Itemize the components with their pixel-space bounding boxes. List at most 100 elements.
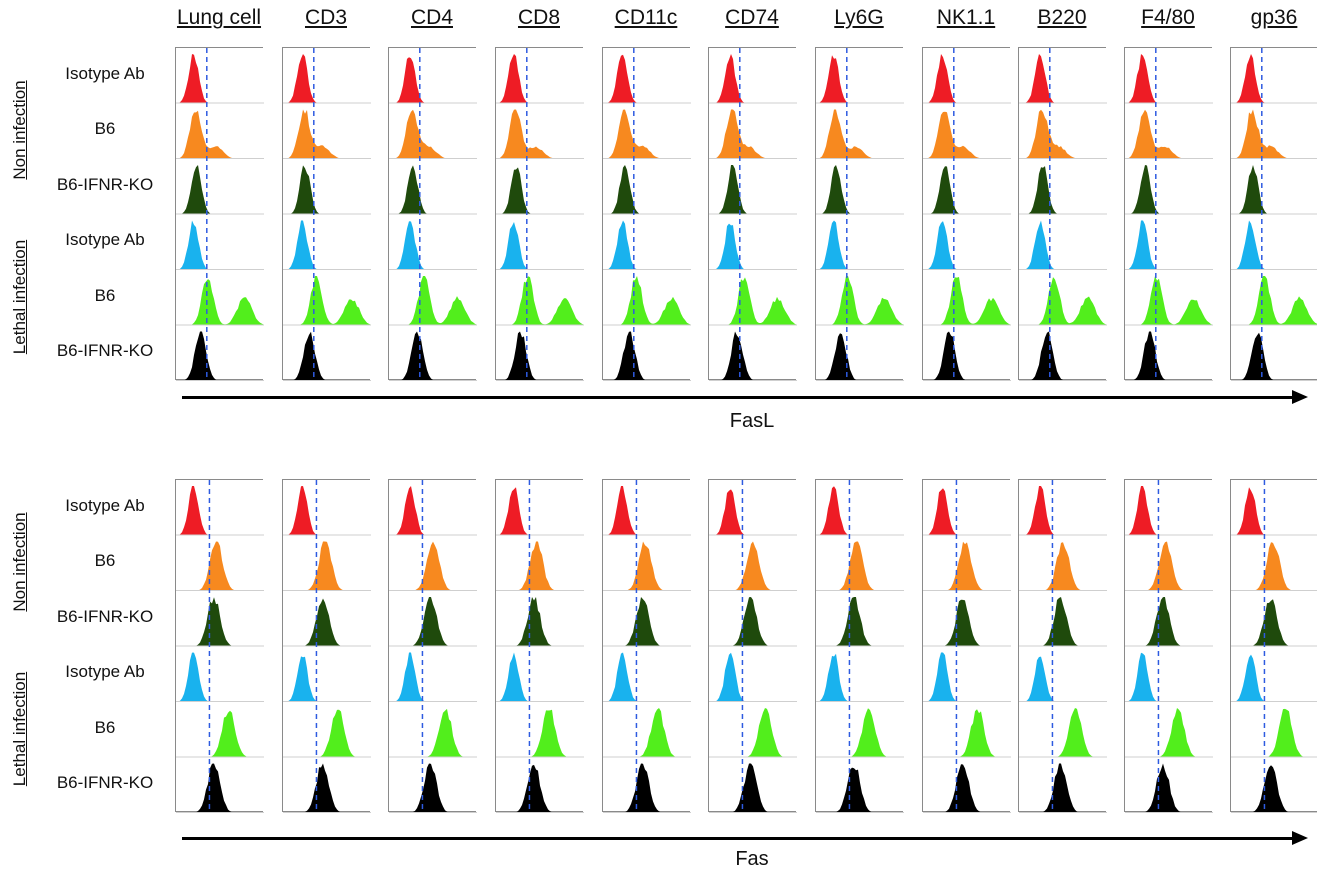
histogram-fill [1231,487,1317,536]
histogram-fill [1125,763,1213,813]
histogram-fill [816,220,904,270]
axis-arrow [182,390,1308,404]
histogram-stack [816,48,904,381]
histogram-panel [708,47,797,381]
column-header: CD74 [725,6,779,29]
histogram-fill [923,599,1011,647]
histogram-stack [496,48,584,381]
row-label: B6 [94,119,116,139]
histogram-stack [709,48,797,381]
row-label: B6 [94,717,116,737]
histogram-fill [923,541,1011,591]
histogram-fill [496,222,584,270]
row-label: B6-IFNR-KO [56,606,154,626]
histogram-stack [176,48,264,381]
histogram-fill [389,597,477,647]
column-header: CD4 [410,6,453,29]
histogram-fill [816,708,904,758]
histogram-fill [1125,541,1213,591]
histogram-panel [922,479,1011,813]
row-label: B6-IFNR-KO [56,773,154,793]
histogram-stack [923,48,1011,381]
column-header: Ly6G [834,6,884,29]
histogram-fill [496,764,584,813]
histogram-fill [283,276,371,326]
histogram-fill [1019,708,1107,758]
histogram-fill [1231,599,1317,647]
axis-label: FasL [729,410,775,432]
histogram-fill [496,167,584,215]
histogram-fill [176,54,264,104]
histogram-stack [496,480,584,813]
histogram-fill [389,763,477,813]
histogram-fill [389,652,477,702]
histogram-panel [708,479,797,813]
histogram-fill [283,486,371,536]
histogram-panel [175,47,264,381]
histogram-fill [603,109,691,159]
histogram-stack [176,480,264,813]
histogram-fill [923,111,1011,159]
histogram-stack [1019,480,1107,813]
group-label: Non infection [10,80,29,180]
histogram-fill [1125,652,1213,702]
histogram-fill [1231,276,1317,326]
histogram-stack [389,48,477,381]
histogram-fill [603,597,691,647]
histogram-fill [1125,331,1213,381]
histogram-fill [1019,166,1107,215]
histogram-fill [923,277,1011,326]
histogram-fill [1019,656,1107,702]
histogram-fill [603,220,691,270]
histogram-panel [282,47,371,381]
histogram-fill [283,165,371,215]
histogram-fill [176,331,264,381]
row-label: B6-IFNR-KO [56,174,154,194]
column-header: F4/80 [1141,6,1195,29]
histogram-fill [176,763,264,813]
histogram-stack [1231,480,1317,813]
histogram-fill [389,708,477,758]
histogram-panel [1230,47,1317,381]
histogram-fill [1125,109,1213,159]
axis-label: Fas [735,848,769,870]
histogram-fill [923,166,1011,215]
histogram-fill [816,767,904,813]
histogram-panel [388,479,477,813]
histogram-fill [603,165,691,215]
histogram-fill [176,652,264,702]
histogram-stack [1125,480,1213,813]
histogram-panel [1124,479,1213,813]
histogram-fill [923,488,1011,536]
histogram-stack [283,48,371,381]
histogram-fill [709,763,797,813]
histogram-fill [283,709,371,758]
histogram-panel [1124,47,1213,381]
histogram-stack [603,480,691,813]
histogram-fill [603,708,691,758]
histogram-fill [816,541,904,591]
histogram-fill [1125,276,1213,326]
histogram-fill [709,223,797,270]
histogram-fill [923,54,1011,104]
histogram-stack [816,480,904,813]
histogram-fill [1019,486,1107,536]
histogram-panel [1230,479,1317,813]
histogram-panel [495,47,584,381]
histogram-fill [176,279,264,326]
column-header: B220 [1037,6,1087,29]
histogram-fill [1125,708,1213,758]
histogram-stack [283,480,371,813]
histogram-fill [283,109,371,159]
histogram-fill [1231,220,1317,270]
histogram-fill [496,652,584,702]
histogram-fill [923,221,1011,270]
histogram-fill [1125,54,1213,104]
histogram-fill [1019,220,1107,270]
histogram-fill [923,652,1011,702]
histogram-fill [923,709,1011,758]
histogram-fill [1231,332,1317,381]
histogram-fill [389,541,477,591]
histogram-fill [496,597,584,647]
row-label: Isotype Ab [65,495,145,515]
